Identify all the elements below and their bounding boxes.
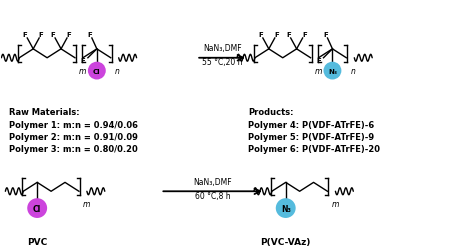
Text: Polymer 3: m:n = 0.80/0.20: Polymer 3: m:n = 0.80/0.20 [9, 144, 138, 153]
Circle shape [27, 198, 47, 218]
Text: 60 °C,8 h: 60 °C,8 h [195, 191, 230, 200]
Text: F: F [302, 32, 307, 38]
Circle shape [88, 62, 106, 80]
Text: F: F [81, 57, 85, 64]
Text: F: F [51, 32, 55, 38]
Text: F: F [258, 32, 263, 38]
Text: n: n [350, 66, 355, 75]
Text: NaN₃,DMF: NaN₃,DMF [203, 44, 241, 53]
Text: Products:: Products: [248, 108, 293, 117]
Text: F: F [316, 57, 321, 64]
Text: Polymer 5: P(VDF-ATrFE)-9: Polymer 5: P(VDF-ATrFE)-9 [248, 132, 374, 141]
Text: F: F [286, 32, 291, 38]
Text: F: F [39, 32, 44, 38]
Text: F: F [323, 32, 328, 38]
Text: n: n [115, 66, 119, 75]
Text: Cl: Cl [33, 204, 41, 213]
Text: m: m [83, 199, 90, 208]
Text: F: F [67, 32, 72, 38]
Text: NaN₃,DMF: NaN₃,DMF [193, 177, 232, 186]
Text: N₃: N₃ [281, 204, 291, 213]
Text: m: m [79, 66, 86, 75]
Text: P(VC-VAz): P(VC-VAz) [261, 237, 311, 246]
Circle shape [276, 198, 296, 218]
Text: Polymer 4: P(VDF-ATrFE)-6: Polymer 4: P(VDF-ATrFE)-6 [248, 120, 374, 130]
Text: 55 °C,20 h: 55 °C,20 h [202, 58, 242, 67]
Text: Polymer 1: m:n = 0.94/0.06: Polymer 1: m:n = 0.94/0.06 [9, 120, 138, 130]
Text: m: m [315, 66, 322, 75]
Text: Raw Materials:: Raw Materials: [9, 108, 80, 117]
Text: F: F [274, 32, 279, 38]
Text: Polymer 2: m:n = 0.91/0.09: Polymer 2: m:n = 0.91/0.09 [9, 132, 138, 141]
Text: PVC: PVC [27, 237, 47, 246]
Text: F: F [23, 32, 27, 38]
Circle shape [323, 62, 341, 80]
Text: N₃: N₃ [328, 68, 337, 74]
Text: Polymer 6: P(VDF-ATrFE)-20: Polymer 6: P(VDF-ATrFE)-20 [248, 144, 380, 153]
Text: Cl: Cl [93, 68, 100, 74]
Text: F: F [88, 32, 92, 38]
Text: m: m [331, 199, 339, 208]
